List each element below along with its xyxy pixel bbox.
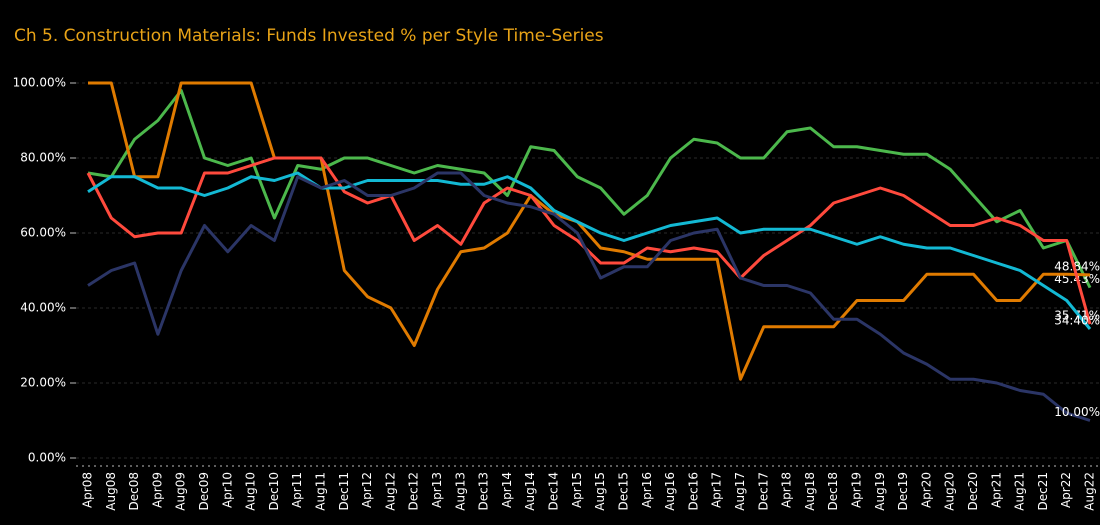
x-tick-label: Apr19	[849, 472, 863, 508]
x-tick-label: Dec19	[896, 472, 910, 511]
x-tick-label: Aug09	[174, 472, 188, 511]
x-tick-label: Apr16	[640, 472, 654, 508]
x-tick-label: Dec13	[477, 472, 491, 511]
x-tick-label: Aug22	[1083, 472, 1097, 511]
y-tick-label: 20.00%	[20, 376, 66, 390]
x-tick-label: Aug17	[733, 472, 747, 511]
x-tick-label: Apr22	[1059, 472, 1073, 508]
series-line	[87, 171, 1091, 422]
x-tick-label: Aug16	[663, 472, 677, 511]
x-tick-label: Dec09	[197, 472, 211, 511]
x-tick-label: Dec14	[547, 472, 561, 511]
x-tick-label: Aug12	[383, 472, 397, 511]
x-tick-label: Dec12	[407, 472, 421, 511]
x-tick-label: Apr08	[81, 472, 95, 508]
end-label: 48.84%	[1054, 259, 1100, 273]
x-tick-label: Dec08	[127, 472, 141, 511]
x-tick-label: Aug10	[244, 472, 258, 511]
y-tick-label: 80.00%	[20, 151, 66, 165]
end-label: 10.00%	[1054, 405, 1100, 419]
series-line	[86, 156, 1092, 325]
x-tick-label: Dec21	[1036, 472, 1050, 511]
x-tick-label: Apr13	[430, 472, 444, 508]
x-tick-label: Apr18	[780, 472, 794, 508]
x-tick-label: Aug21	[1013, 472, 1027, 511]
x-tick-label: Dec17	[756, 472, 770, 511]
x-tick-label: Apr14	[500, 472, 514, 508]
end-label: 34.40%	[1054, 314, 1100, 328]
y-tick-label: 60.00%	[20, 226, 66, 240]
x-tick-label: Apr09	[150, 472, 164, 508]
y-tick-label: 100.00%	[13, 76, 66, 90]
x-tick-label: Apr17	[710, 472, 724, 508]
x-tick-label: Dec11	[337, 472, 351, 511]
x-tick-label: Dec18	[826, 472, 840, 511]
x-tick-label: Apr11	[290, 472, 304, 508]
x-tick-label: Dec15	[616, 472, 630, 511]
x-tick-label: Apr15	[570, 472, 584, 508]
x-tick-label: Dec20	[966, 472, 980, 511]
x-tick-label: Apr21	[989, 472, 1003, 508]
series-line	[87, 171, 1092, 330]
x-tick-label: Aug18	[803, 472, 817, 511]
x-tick-label: Aug19	[873, 472, 887, 511]
x-tick-label: Aug15	[593, 472, 607, 511]
y-tick-label: 0.00%	[28, 451, 66, 465]
x-tick-label: Aug11	[314, 472, 328, 511]
x-tick-label: Aug14	[523, 472, 537, 511]
x-tick-label: Apr12	[360, 472, 374, 508]
x-tick-label: Aug20	[943, 472, 957, 511]
x-tick-label: Aug13	[453, 472, 467, 511]
x-tick-label: Dec10	[267, 472, 281, 511]
x-tick-label: Aug08	[104, 472, 118, 511]
x-tick-label: Apr10	[220, 472, 234, 508]
y-tick-label: 40.00%	[20, 301, 66, 315]
chart-title: Ch 5. Construction Materials: Funds Inve…	[14, 26, 604, 46]
x-tick-label: Dec16	[686, 472, 700, 511]
x-tick-label: Apr20	[919, 472, 933, 508]
series-line	[87, 89, 1092, 289]
series-line	[88, 81, 1091, 381]
